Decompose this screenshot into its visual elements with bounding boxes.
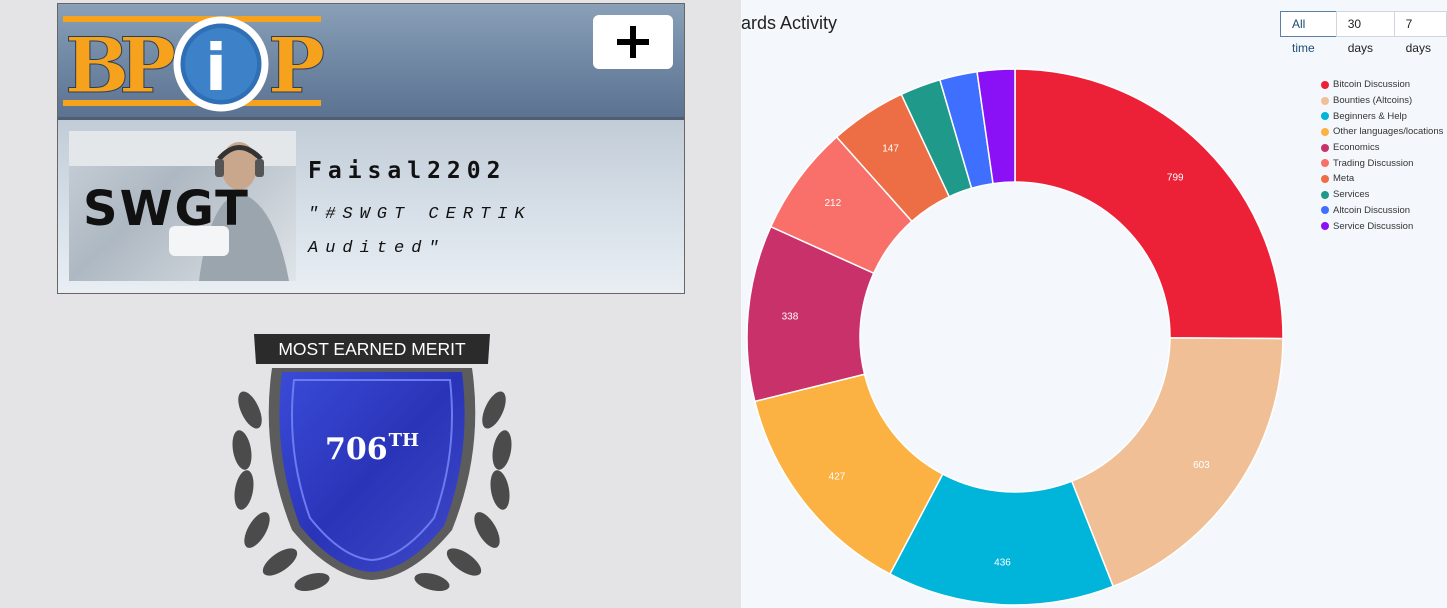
slice-value-label: 338 (782, 312, 799, 323)
user-status: "#SWGT CERTIK Audited" (308, 198, 608, 266)
legend-item-beginners-help[interactable]: Beginners & Help (1321, 108, 1443, 124)
legend-label: Bitcoin Discussion (1333, 79, 1411, 91)
status-line-1: "#SWGT CERTIK (308, 205, 532, 224)
laurel-shield-icon (232, 334, 512, 592)
donut-slice-service-discussion[interactable] (976, 68, 1016, 185)
legend-swatch (1321, 143, 1329, 152)
legend-label: Trading Discussion (1333, 157, 1414, 169)
legend-item-meta[interactable]: Meta (1321, 171, 1443, 187)
logo-letter-b: B (65, 21, 129, 110)
tab-7-days[interactable]: 7 days (1393, 11, 1447, 55)
boards-activity-panel: ards Activity All time 30 days 7 days 79… (741, 0, 1447, 608)
profile-banner: B P i P (58, 4, 684, 120)
donut-slice-bounties-altcoins[interactable] (1070, 337, 1284, 588)
legend-swatch (1321, 127, 1329, 136)
time-range-tabs: All time 30 days 7 days (1280, 11, 1447, 55)
slice-value-label: 212 (825, 198, 842, 209)
boards-donut-chart: 799 603 436 427 338 212 147 (746, 68, 1284, 606)
legend-swatch (1321, 206, 1329, 215)
legend-item-service-discussion[interactable]: Service Discussion (1321, 218, 1443, 234)
add-button[interactable] (593, 15, 673, 69)
logo-letter-p1: P (119, 21, 176, 110)
legend-swatch (1321, 222, 1329, 231)
legend-swatch (1321, 190, 1329, 199)
panel-title: ards Activity (741, 13, 838, 33)
legend-label: Other languages/locations (1333, 126, 1444, 138)
legend-label: Bounties (Altcoins) (1333, 95, 1413, 107)
legend-item-trading-discussion[interactable]: Trading Discussion (1321, 155, 1443, 171)
legend-item-bitcoin-discussion[interactable]: Bitcoin Discussion (1321, 77, 1443, 93)
legend-label: Service Discussion (1333, 220, 1414, 232)
plus-icon (617, 26, 649, 58)
profile-body: SWGT Faisal2202 "#SWGT CERTIK Audited" (58, 120, 684, 293)
chart-legend: Bitcoin Discussion Bounties (Altcoins) Beg… (1321, 77, 1443, 234)
profile-card: B P i P SW (57, 3, 685, 294)
slice-value-label: 603 (1193, 460, 1210, 471)
tab-all-time[interactable]: All time (1280, 11, 1337, 55)
legend-label: Meta (1333, 173, 1355, 185)
slice-value-label: 147 (882, 143, 899, 154)
status-line-2: Audited" (308, 239, 446, 258)
legend-label: Altcoin Discussion (1333, 204, 1411, 216)
legend-swatch (1321, 112, 1329, 121)
slice-value-label: 427 (829, 471, 846, 482)
badge-title: MOST EARNED MERIT (278, 339, 466, 359)
legend-label: Beginners & Help (1333, 110, 1407, 122)
legend-swatch (1321, 80, 1329, 89)
tab-30-days[interactable]: 30 days (1335, 11, 1395, 55)
legend-item-services[interactable]: Services (1321, 187, 1443, 203)
legend-item-other-languages-locations[interactable]: Other languages/locations (1321, 124, 1443, 140)
legend-swatch (1321, 96, 1329, 105)
slice-value-label: 436 (994, 558, 1011, 569)
legend-item-bounties-altcoins[interactable]: Bounties (Altcoins) (1321, 93, 1443, 109)
badge-rank: 706TH (292, 430, 452, 467)
rank-suffix: TH (388, 430, 420, 451)
logo-letter-i: i (205, 32, 227, 106)
avatar-text: SWGT (83, 181, 250, 237)
legend-swatch (1321, 159, 1329, 168)
slice-value-label: 799 (1167, 173, 1184, 184)
avatar-person-image (69, 131, 296, 281)
legend-swatch (1321, 174, 1329, 183)
rank-number: 706 (324, 432, 388, 467)
merit-badge: MOST EARNED MERIT 706TH (232, 330, 512, 600)
bpip-logo: B P i P (63, 12, 333, 112)
legend-item-economics[interactable]: Economics (1321, 140, 1443, 156)
donut-slice-bitcoin-discussion[interactable] (1014, 68, 1284, 340)
legend-label: Economics (1333, 142, 1380, 154)
logo-letter-p2: P (268, 21, 325, 110)
legend-item-altcoin-discussion[interactable]: Altcoin Discussion (1321, 203, 1443, 219)
avatar[interactable]: SWGT (69, 131, 296, 281)
legend-label: Services (1333, 189, 1370, 201)
username[interactable]: Faisal2202 (308, 158, 507, 184)
